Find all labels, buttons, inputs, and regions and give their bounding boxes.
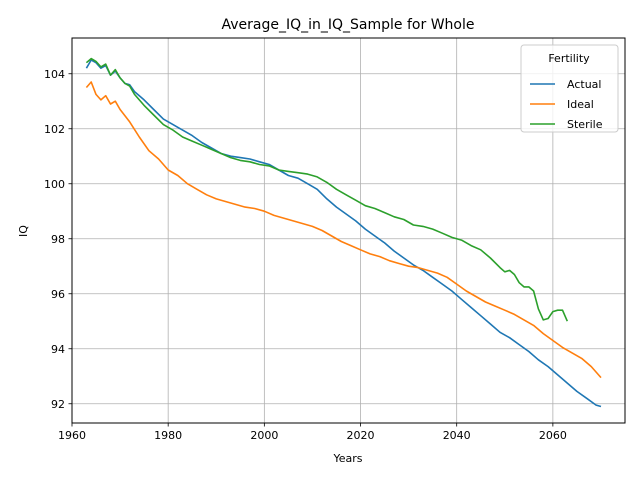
x-tick-label: 2060 xyxy=(539,429,567,442)
y-tick-label: 102 xyxy=(44,123,65,136)
series-line-actual xyxy=(85,59,602,408)
y-tick-label: 94 xyxy=(51,343,65,356)
legend-entry-sterile: Sterile xyxy=(567,118,603,131)
chart-title: Average_IQ_in_IQ_Sample for Whole xyxy=(222,17,475,33)
x-tick-label: 1980 xyxy=(154,429,182,442)
legend-title: Fertility xyxy=(548,52,590,65)
plot-frame xyxy=(71,37,626,424)
x-axis-ticks: 1960 1980 2000 2020 2040 2060 xyxy=(58,423,567,442)
y-tick-label: 100 xyxy=(44,178,65,191)
series-line-ideal xyxy=(85,81,602,379)
x-tick-label: 1960 xyxy=(58,429,86,442)
series-lines xyxy=(85,57,602,408)
series-line-sterile xyxy=(85,57,569,322)
legend: Fertility Actual Ideal Sterile xyxy=(520,44,619,133)
x-axis-label: Years xyxy=(332,452,362,465)
x-tick-label: 2000 xyxy=(250,429,278,442)
y-tick-label: 92 xyxy=(51,398,65,411)
y-axis-label: IQ xyxy=(17,225,30,237)
y-tick-label: 96 xyxy=(51,288,65,301)
y-axis-ticks: 92 94 96 98 100 102 104 xyxy=(44,68,72,411)
x-tick-label: 2020 xyxy=(347,429,375,442)
y-tick-label: 104 xyxy=(44,68,65,81)
legend-entry-ideal: Ideal xyxy=(567,98,594,111)
legend-box xyxy=(520,44,619,133)
y-tick-label: 98 xyxy=(51,233,65,246)
grid-lines xyxy=(71,38,625,423)
legend-entry-actual: Actual xyxy=(567,78,601,91)
x-tick-label: 2040 xyxy=(443,429,471,442)
